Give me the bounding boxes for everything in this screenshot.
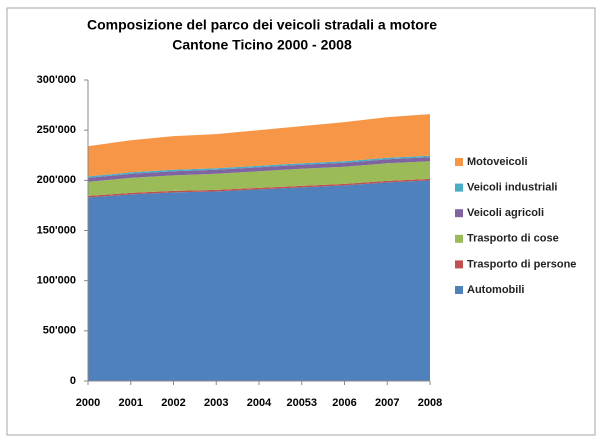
x-tick-label: 2001 bbox=[119, 397, 143, 409]
area bbox=[88, 114, 430, 177]
y-tick-label: 0 bbox=[70, 375, 76, 387]
legend-label: Veicoli industriali bbox=[467, 182, 557, 194]
x-tick-label: 2004 bbox=[247, 397, 272, 409]
x-tick-label: 2003 bbox=[204, 397, 228, 409]
y-tick-label: 150'000 bbox=[37, 224, 76, 236]
legend-label: Motoveicoli bbox=[467, 156, 528, 168]
legend-swatch bbox=[455, 158, 463, 166]
legend-swatch bbox=[455, 183, 463, 192]
legend-label: Trasporto di persone bbox=[467, 258, 576, 270]
legend-swatch bbox=[455, 234, 463, 243]
y-tick-label: 200'000 bbox=[37, 174, 76, 186]
area bbox=[88, 161, 430, 196]
legend-label: Trasporto di cose bbox=[467, 233, 559, 245]
area bbox=[88, 157, 430, 182]
legend-label: Automobili bbox=[467, 284, 524, 296]
chart-subtitle: Cantone Ticino 2000 - 2008 bbox=[172, 37, 352, 53]
legend-swatch bbox=[455, 286, 463, 294]
y-tick-label: 250'000 bbox=[37, 124, 76, 136]
chart-title: Composizione del parco dei veicoli strad… bbox=[87, 17, 437, 33]
legend-label: Veicoli agricoli bbox=[467, 207, 544, 219]
legend-swatch bbox=[455, 260, 463, 269]
y-tick-label: 300'000 bbox=[37, 74, 76, 86]
x-tick-label: 2008 bbox=[418, 397, 442, 409]
area bbox=[88, 180, 430, 381]
x-tick-label: 20053 bbox=[286, 397, 317, 409]
x-tick-label: 2002 bbox=[161, 397, 185, 409]
x-tick-label: 2000 bbox=[76, 397, 100, 409]
x-tick-label: 2007 bbox=[375, 397, 399, 409]
area bbox=[88, 178, 430, 198]
y-tick-label: 50'000 bbox=[43, 325, 76, 337]
y-tick-label: 100'000 bbox=[37, 275, 76, 287]
legend-swatch bbox=[455, 209, 463, 218]
area bbox=[88, 155, 430, 178]
x-tick-label: 2006 bbox=[332, 397, 356, 409]
